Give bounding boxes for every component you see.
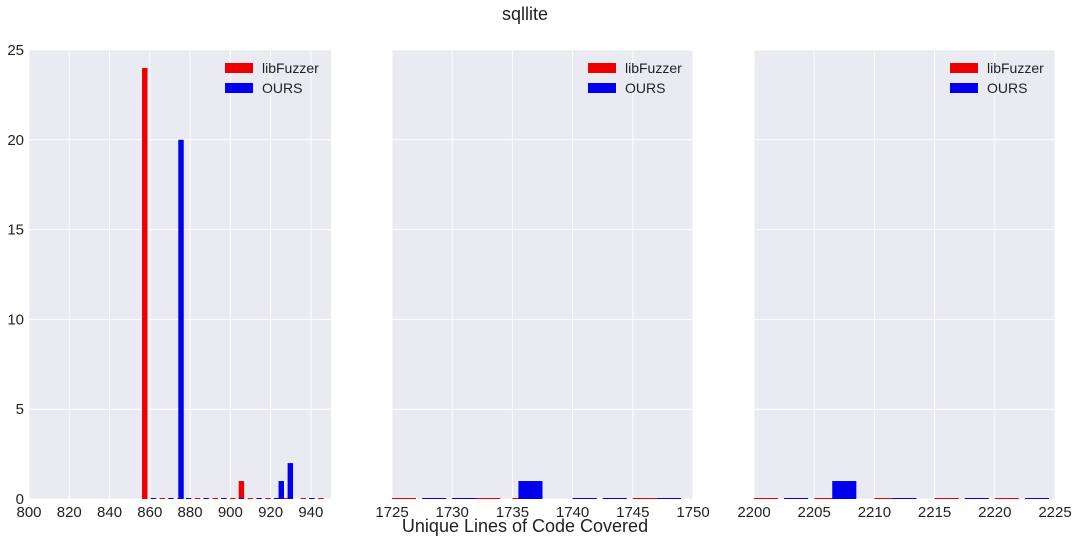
bar-ours [832,481,857,499]
x-axis-label: Unique Lines of Code Covered [402,516,648,536]
bar-ours [278,481,284,499]
x-tick-label: 1750 [676,504,709,521]
bar-ours [273,498,280,499]
x-tick-label: 1725 [375,504,408,521]
legend-swatch-libfuzzer [588,63,616,73]
y-tick-label: 5 [16,401,24,418]
bar-ours [518,481,543,499]
bar-libfuzzer [159,498,166,499]
plot-area-background [392,50,693,499]
y-tick-label: 0 [16,491,24,508]
x-tick-label: 940 [298,504,323,521]
bar-ours [287,463,294,499]
legend-label-ours: OURS [987,80,1027,96]
x-tick-label: 920 [258,504,283,521]
bar-ours [1024,498,1049,499]
legend-swatch-ours [950,83,978,93]
bar-ours [168,498,174,499]
legend-swatch-libfuzzer [950,63,978,73]
legend-label-libfuzzer: libFuzzer [987,60,1044,76]
x-tick-label: 2205 [798,504,831,521]
x-tick-label: 2215 [918,504,951,521]
panel-2: 1725 1730 1735 1740 1745 1750 libFuzzer OURS [375,49,710,521]
bar-libfuzzer [230,498,236,499]
bar-libfuzzer [814,498,839,499]
bar-libfuzzer [318,498,324,499]
panels-layer: 800 820 840 860 880 900 920 940 0 5 10 15 20 25 libFuz… [7,42,1071,521]
bar-ours [572,498,597,499]
bar-ours [784,498,809,499]
x-tick-label: 1745 [616,504,649,521]
x-tick-label: 2200 [737,504,770,521]
bar-ours [256,498,262,499]
legend-label-ours: OURS [262,80,302,96]
bar-libfuzzer [142,67,148,500]
bar-libfuzzer [247,498,254,499]
x-tick-label: 2225 [1038,504,1071,521]
bar-ours [892,498,917,499]
x-tick-label: 800 [16,504,41,521]
bar-libfuzzer [238,481,245,499]
legend-swatch-ours [225,83,253,93]
x-tick-label: 1740 [556,504,589,521]
bar-libfuzzer [300,498,306,499]
plot-area-background [754,50,1055,499]
y-tick-label: 15 [7,222,24,239]
legend-label-ours: OURS [625,80,665,96]
bar-libfuzzer [265,498,271,499]
x-tick-label: 2210 [858,504,891,521]
bar-ours [422,498,447,499]
bar-ours [221,498,227,499]
x-tick-label: 820 [57,504,82,521]
bar-ours [178,139,184,500]
x-tick-label: 860 [137,504,162,521]
bar-libfuzzer [476,498,501,499]
bar-libfuzzer [392,498,417,499]
bar-ours [964,498,989,499]
x-tick-label: 1735 [496,504,529,521]
bar-ours [452,498,477,499]
bar-ours [238,498,245,499]
bar-libfuzzer [282,498,289,499]
y-tick-label: 25 [7,42,24,59]
bar-ours [602,498,627,499]
x-tick-label: 2220 [978,504,1011,521]
bar-ours [185,498,192,499]
legend-label-libfuzzer: libFuzzer [262,60,319,76]
bar-ours [150,498,157,499]
x-tick-label: 1730 [436,504,469,521]
legend-label-libfuzzer: libFuzzer [625,60,682,76]
y-tick-label: 10 [7,311,24,328]
bar-libfuzzer [994,498,1019,499]
bar-ours [656,498,681,499]
chart-title: sqllite [502,4,548,24]
legend-swatch-ours [588,83,616,93]
legend-swatch-libfuzzer [225,63,253,73]
bar-ours [203,498,209,499]
bar-libfuzzer [754,498,779,499]
bar-libfuzzer [934,498,959,499]
x-tick-label: 880 [178,504,203,521]
bar-libfuzzer [874,498,899,499]
y-tick-label: 20 [7,132,24,149]
bar-libfuzzer [212,498,218,499]
panel-1: 800 820 840 860 880 900 920 940 0 5 10 15 20 25 libFuz… [7,42,331,521]
bar-libfuzzer [194,498,201,499]
bar-ours [309,498,315,499]
x-tick-label: 900 [218,504,243,521]
panel-3: 2200 2205 2210 2215 2220 2225 libFuzzer OURS [737,49,1072,521]
x-tick-label: 840 [97,504,122,521]
bar-libfuzzer [632,498,657,499]
